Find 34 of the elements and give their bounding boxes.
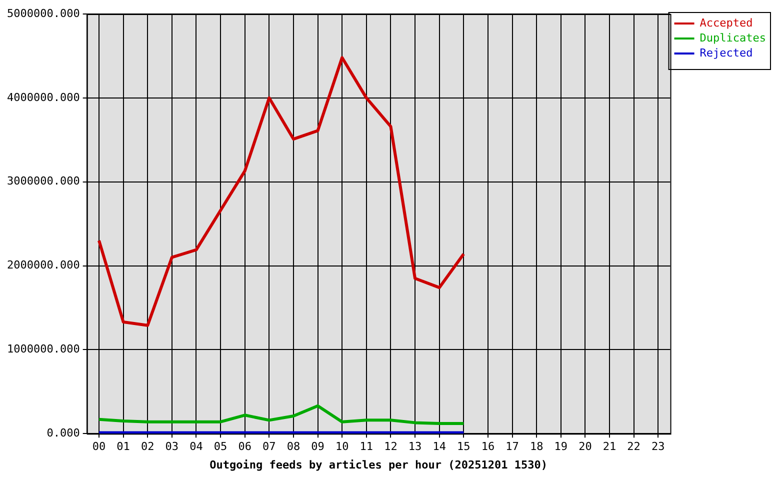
x-tick-label: 21 <box>602 440 616 454</box>
y-tick-label: 4000000.000 <box>6 90 80 104</box>
y-tick-label: 0.000 <box>46 426 80 440</box>
x-tick-label: 10 <box>335 440 349 454</box>
x-tick-label: 03 <box>165 440 179 454</box>
x-tick-label: 14 <box>432 440 446 454</box>
x-tick-label: 23 <box>651 440 665 454</box>
x-tick-label: 15 <box>457 440 470 454</box>
x-tick-label: 06 <box>238 440 252 454</box>
x-tick-label: 04 <box>190 440 204 454</box>
x-tick-label: 13 <box>408 440 422 454</box>
x-tick-label: 07 <box>262 440 276 454</box>
x-tick-label: 02 <box>140 440 154 454</box>
x-tick-label: 18 <box>530 440 544 454</box>
y-tick-label: 2000000.000 <box>6 258 80 272</box>
x-tick-label: 17 <box>506 440 519 454</box>
x-axis-title: Outgoing feeds by articles per hour (20251201 1530) <box>210 458 548 472</box>
x-tick-label: 20 <box>578 440 592 454</box>
x-tick-label: 01 <box>116 440 130 454</box>
y-tick-label: 1000000.000 <box>6 342 80 356</box>
legend-label: Rejected <box>700 46 753 60</box>
x-tick-label: 16 <box>481 440 495 454</box>
x-tick-label: 05 <box>214 440 228 454</box>
x-tick-label: 22 <box>627 440 640 454</box>
legend-label: Accepted <box>700 16 753 30</box>
x-tick-label: 12 <box>384 440 398 454</box>
y-tick-label: 5000000.000 <box>6 6 80 20</box>
legend-label: Duplicates <box>700 31 766 44</box>
x-tick-label: 08 <box>286 440 300 454</box>
x-tick-label: 19 <box>554 440 568 454</box>
x-tick-label: 00 <box>92 440 106 454</box>
x-tick-label: 11 <box>360 440 374 454</box>
x-tick-label: 09 <box>311 440 324 454</box>
y-tick-label: 3000000.000 <box>6 174 80 188</box>
